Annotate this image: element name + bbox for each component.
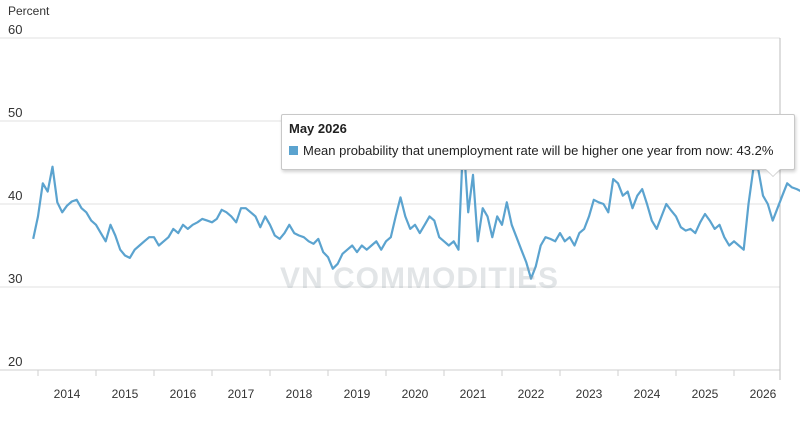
watermark: VN COMMODITIES bbox=[280, 262, 560, 295]
series-line[interactable] bbox=[32, 136, 800, 280]
x-tick-label: 2024 bbox=[634, 387, 661, 401]
x-tick-label: 2021 bbox=[460, 387, 487, 401]
x-tick-label: 2026 bbox=[750, 387, 777, 401]
x-tick-label: 2014 bbox=[54, 387, 81, 401]
y-tick-label: 50 bbox=[8, 105, 22, 120]
y-axis-title: Percent bbox=[8, 4, 50, 18]
tooltip-pointer-icon bbox=[766, 169, 780, 176]
series-group bbox=[32, 136, 800, 280]
grid-lines bbox=[0, 37, 781, 380]
tooltip-label: Mean probability that unemployment rate … bbox=[303, 143, 774, 158]
y-tick-label: 60 bbox=[8, 22, 22, 37]
x-tick-label: 2017 bbox=[228, 387, 255, 401]
x-tick-label: 2019 bbox=[344, 387, 371, 401]
x-tick-label: 2015 bbox=[112, 387, 139, 401]
y-tick-label: 30 bbox=[8, 271, 22, 286]
tooltip-title: May 2026 bbox=[289, 121, 347, 136]
x-tick-label: 2022 bbox=[518, 387, 545, 401]
tooltip: May 2026 Mean probability that unemploym… bbox=[281, 114, 795, 170]
x-tick-label: 2016 bbox=[170, 387, 197, 401]
x-axis-ticks: 2014 2015 2016 2017 2018 2019 2020 2021 2022 2023… bbox=[37, 370, 777, 401]
x-tick-label: 2020 bbox=[402, 387, 429, 401]
x-tick-label: 2023 bbox=[576, 387, 603, 401]
y-tick-label: 40 bbox=[8, 188, 22, 203]
x-tick-label: 2018 bbox=[286, 387, 313, 401]
tooltip-row: Mean probability that unemployment rate … bbox=[289, 143, 773, 158]
y-tick-label: 20 bbox=[8, 354, 22, 369]
x-tick-label: 2025 bbox=[692, 387, 719, 401]
series-swatch-icon bbox=[289, 146, 298, 155]
y-axis-ticks: 20 30 40 50 60 bbox=[8, 22, 22, 369]
